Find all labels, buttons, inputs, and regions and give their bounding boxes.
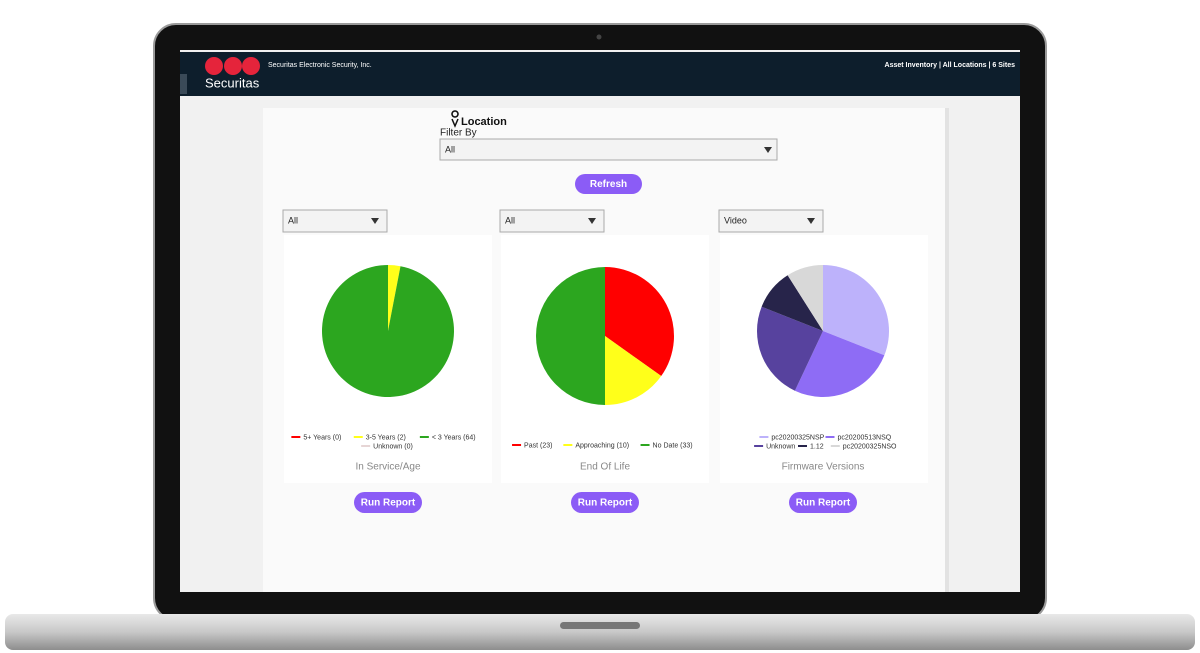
- dropdown[interactable]: [718, 209, 824, 233]
- dropdown[interactable]: [499, 209, 605, 233]
- chart-title: In Service/Age: [355, 462, 420, 473]
- notch: [560, 622, 640, 629]
- dropdown-value: Video: [724, 215, 747, 225]
- pie-slice: [605, 336, 662, 405]
- dropdown-arrow: [371, 218, 379, 224]
- dropdown-arrow: [588, 218, 596, 224]
- dropdown-value: All: [288, 215, 298, 225]
- select-arrow: [764, 147, 772, 153]
- legend-label: pc20200325NSP: [771, 434, 824, 441]
- legend-label: Past (23): [524, 442, 552, 449]
- run-report-button[interactable]: [354, 492, 422, 513]
- refresh-label: Refresh: [590, 179, 627, 190]
- breadcrumb: Asset Inventory | All Locations | 6 Site…: [885, 62, 1016, 69]
- camera: [596, 34, 602, 40]
- logo-dot: [224, 57, 242, 75]
- header-bar: [180, 52, 1020, 96]
- sidebar-toggle[interactable]: [180, 74, 187, 94]
- dropdown[interactable]: [282, 209, 388, 233]
- legend-label: 3-5 Years (2): [366, 434, 406, 441]
- location-select[interactable]: [439, 138, 778, 161]
- location-icon: [451, 110, 459, 128]
- chart-title: End Of Life: [580, 462, 630, 473]
- chart-title: Firmware Versions: [782, 462, 865, 473]
- legend-label: Unknown (0): [373, 443, 413, 450]
- run-report-label: Run Report: [361, 498, 416, 509]
- filter-label: Filter By: [440, 128, 477, 139]
- laptop-base: [5, 614, 1195, 650]
- logo-dot: [205, 57, 223, 75]
- run-report-label: Run Report: [578, 498, 633, 509]
- company-name: Securitas Electronic Security, Inc.: [268, 62, 372, 69]
- pie-slice: [388, 265, 401, 331]
- pie-slice: [321, 265, 454, 397]
- pie-slice: [823, 265, 889, 356]
- run-report-button[interactable]: [789, 492, 857, 513]
- legend-label: < 3 Years (64): [432, 434, 476, 441]
- pie-slice: [605, 267, 675, 377]
- pie-slice: [761, 275, 823, 331]
- legend-label: 5+ Years (0): [303, 434, 341, 441]
- legend-label: 1.12: [810, 443, 824, 450]
- legend-label: pc20200513NSQ: [838, 434, 892, 441]
- legend-label: No Date (33): [653, 442, 693, 449]
- refresh-button[interactable]: [575, 174, 642, 194]
- logo-dot: [242, 57, 260, 75]
- dropdown-value: All: [505, 215, 515, 225]
- dropdown-arrow: [807, 218, 815, 224]
- pie-slice: [787, 265, 823, 331]
- logo-text: Securitas: [205, 75, 260, 90]
- legend-label: pc20200325NSO: [843, 443, 897, 450]
- pie-slice: [536, 267, 605, 405]
- run-report-button[interactable]: [571, 492, 639, 513]
- legend-label: Unknown: [766, 443, 795, 450]
- location-select-value: All: [445, 144, 455, 154]
- pie-slice: [794, 331, 885, 397]
- pie-slice: [757, 306, 823, 391]
- filter-title: Location: [461, 116, 507, 128]
- run-report-label: Run Report: [796, 498, 851, 509]
- legend-label: Approaching (10): [575, 442, 629, 449]
